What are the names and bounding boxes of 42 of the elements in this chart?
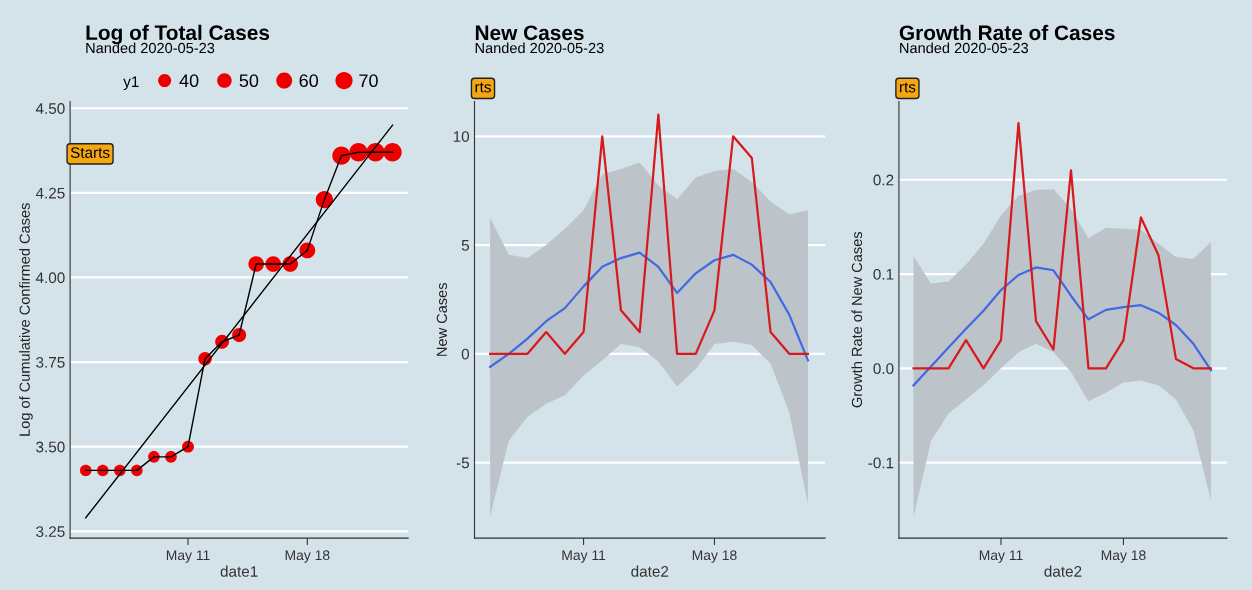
x-tick-label: May 18: [1101, 550, 1146, 563]
chart-title: Growth Rate of Cases: [899, 24, 1115, 41]
text: rts: [475, 82, 491, 93]
y-tick-label: -0.1: [868, 457, 894, 469]
x-tick-label: May 11: [979, 550, 1023, 563]
x-tick-label: May 11: [166, 550, 210, 563]
x-axis-title: date2: [631, 565, 669, 577]
y-tick-label: 4.00: [35, 272, 65, 284]
legend-label: 40: [179, 74, 199, 88]
line-series: [488, 113, 810, 355]
line-series: [912, 122, 1213, 370]
y-tick-label: 0.1: [873, 268, 894, 280]
x-tick-label: May 18: [285, 550, 330, 563]
annotation: Starts: [70, 147, 110, 158]
y-axis-title: New Cases: [436, 283, 447, 356]
legend-label: 70: [359, 74, 378, 88]
x-axis-title: date2: [1044, 565, 1082, 577]
y-tick-label: 3.50: [36, 441, 65, 453]
line-series: [488, 251, 810, 368]
y-tick-label: 0: [461, 348, 470, 360]
chart-subtitle: Nanded 2020-05-23: [900, 42, 1029, 54]
y-tick-label: 4.25: [35, 187, 65, 199]
line-series: [912, 266, 1213, 387]
legend-label: 50: [239, 74, 259, 88]
chart-subtitle: Nanded 2020-05-23: [475, 42, 604, 54]
chart-title: New Cases: [475, 25, 584, 41]
y-tick-label: 5: [461, 240, 470, 251]
legend-label: 60: [299, 74, 319, 88]
x-axis-title: date1: [220, 565, 258, 577]
y-tick-label: 0.0: [873, 363, 894, 375]
y-tick-label: 0.2: [873, 174, 894, 186]
y-tick-label: 3.25: [36, 526, 65, 537]
y-axis-title: Log of Cumulative Confirmed Cases: [19, 203, 33, 436]
text: rts: [899, 82, 916, 93]
x-tick-label: May 18: [692, 550, 737, 563]
y-tick-label: 3.75: [36, 356, 65, 368]
y-tick-label: 10: [453, 131, 470, 142]
y-axis-title: Growth Rate of New Cases: [851, 231, 863, 408]
legend-title: y1: [123, 76, 139, 91]
y-tick-label: 4.50: [35, 103, 65, 114]
x-tick-label: May 11: [562, 550, 606, 563]
y-tick-label: -5: [456, 457, 470, 469]
